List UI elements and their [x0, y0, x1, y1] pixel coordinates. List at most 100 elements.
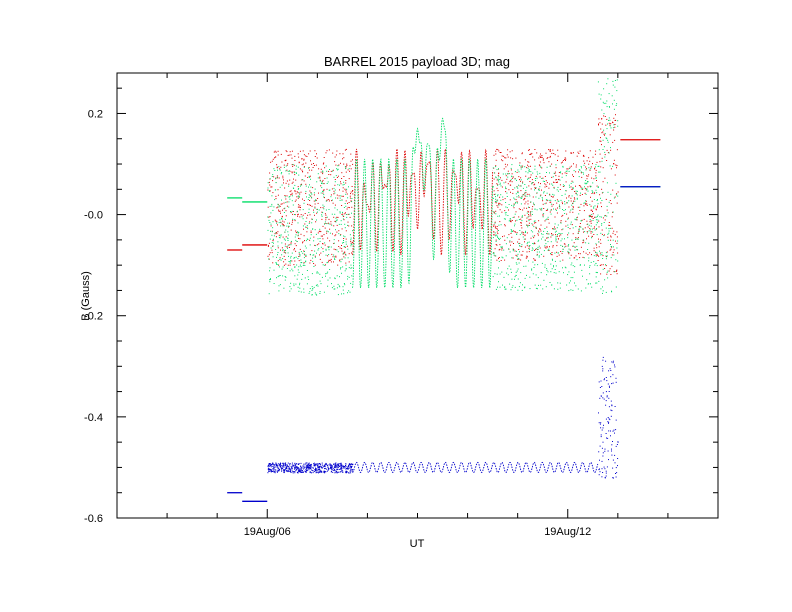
data-point: [516, 171, 518, 173]
data-point: [323, 208, 325, 210]
data-point: [323, 183, 325, 185]
data-point: [275, 470, 277, 472]
data-point: [268, 219, 270, 221]
data-point: [612, 122, 614, 124]
data-point: [511, 173, 513, 175]
data-point: [303, 180, 305, 182]
data-point: [307, 203, 309, 205]
data-point: [586, 188, 588, 190]
data-point: [616, 247, 618, 249]
data-point: [301, 216, 303, 218]
data-point: [553, 228, 555, 230]
data-point: [567, 227, 569, 228]
data-point: [596, 234, 598, 236]
data-point: [302, 198, 303, 200]
data-point: [275, 232, 277, 233]
data-point: [538, 188, 540, 190]
data-point: [534, 243, 536, 245]
data-point: [293, 264, 295, 266]
data-point: [269, 252, 271, 254]
data-point: [519, 245, 520, 247]
data-point: [500, 185, 502, 187]
data-point: [542, 200, 544, 202]
data-point: [311, 222, 313, 224]
data-point: [519, 234, 521, 236]
data-point: [282, 249, 284, 251]
data-point: [556, 202, 558, 204]
data-point: [497, 230, 499, 231]
data-point: [282, 465, 284, 467]
data-point: [508, 234, 510, 236]
data-point: [610, 149, 612, 151]
data-point: [584, 192, 586, 194]
data-point: [576, 259, 578, 261]
data-point: [602, 472, 604, 473]
data-point: [280, 212, 281, 214]
data-point: [295, 230, 297, 232]
data-point: [592, 213, 594, 215]
data-point: [613, 429, 615, 431]
data-point: [289, 468, 291, 470]
data-point: [299, 248, 301, 250]
data-point: [275, 220, 277, 222]
data-point: [587, 223, 589, 225]
data-point: [310, 195, 312, 197]
data-point: [329, 228, 331, 230]
data-point: [559, 206, 561, 208]
data-point: [342, 253, 344, 255]
data-point: [323, 291, 325, 293]
data-point: [332, 169, 334, 171]
data-point: [328, 218, 330, 220]
data-point: [311, 169, 313, 171]
data-point: [550, 253, 552, 255]
data-point: [331, 470, 332, 472]
data-point: [549, 149, 551, 151]
data-point: [267, 229, 269, 231]
data-point: [609, 419, 611, 421]
data-point: [303, 228, 304, 230]
data-point: [603, 398, 605, 400]
data-point: [272, 227, 274, 229]
data-point: [597, 219, 599, 221]
data-point: [560, 244, 562, 246]
data-point: [519, 164, 520, 166]
data-point: [599, 216, 601, 218]
data-point: [493, 178, 495, 180]
data-point: [577, 206, 579, 208]
data-point: [268, 190, 270, 192]
data-point: [590, 196, 591, 198]
data-point: [283, 255, 285, 257]
data-point: [298, 470, 299, 472]
data-point: [295, 165, 297, 167]
data-point: [495, 159, 497, 161]
data-point: [613, 271, 615, 273]
data-point: [571, 239, 573, 241]
data-point: [601, 206, 602, 208]
data-point: [580, 226, 582, 228]
data-point: [612, 382, 614, 384]
data-point: [536, 251, 538, 253]
data-point: [278, 222, 280, 224]
data-point: [609, 227, 611, 229]
data-point: [312, 228, 313, 230]
data-point: [600, 166, 602, 168]
data-point: [342, 242, 343, 244]
data-point: [273, 238, 274, 240]
data-point: [301, 471, 302, 473]
data-point: [521, 153, 523, 155]
data-point: [558, 254, 560, 256]
data-point: [554, 216, 556, 218]
data-point: [273, 168, 275, 170]
data-point: [324, 197, 325, 199]
data-point: [550, 195, 552, 197]
data-point: [337, 168, 339, 170]
data-point: [509, 180, 511, 182]
data-point: [337, 469, 339, 470]
data-point: [495, 166, 497, 168]
data-point: [294, 155, 296, 157]
data-point: [543, 191, 545, 193]
data-point: [612, 127, 614, 129]
data-point: [288, 185, 290, 187]
data-point: [572, 187, 574, 188]
data-point: [567, 168, 569, 170]
